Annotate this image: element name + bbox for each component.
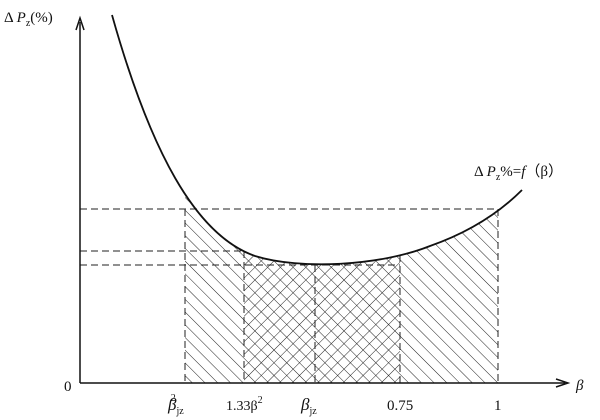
y-axis-label: Δ Pz(%)	[4, 10, 53, 29]
label-part: jz	[175, 406, 184, 417]
label-part: 2	[171, 393, 176, 404]
curve-label: Δ Pz%=f（β）	[474, 163, 563, 183]
cross-hatch-region	[244, 15, 400, 383]
x-tick-label: βjz	[300, 395, 317, 417]
label-part: jz	[308, 406, 317, 417]
label-part: f	[521, 164, 527, 180]
label-part: %=	[500, 164, 521, 180]
label-part: 2	[258, 395, 263, 406]
label-part: (%)	[30, 10, 53, 26]
label-part: z	[496, 172, 501, 183]
origin-label: 0	[64, 379, 72, 395]
axes	[75, 15, 571, 388]
x-tick-label: βjz 2	[167, 393, 184, 417]
label-part: P	[16, 10, 26, 26]
label-part: （β）	[525, 163, 563, 180]
label-part: Δ	[474, 164, 484, 180]
x-axis-label: β	[575, 378, 584, 394]
label-part: β	[167, 395, 177, 414]
label-part: z	[26, 18, 31, 29]
x-tick-label: 0.75	[387, 398, 413, 414]
x-tick-label: 1	[494, 398, 502, 414]
curve	[111, 14, 523, 266]
x-tick-label: 1.33β2	[226, 395, 263, 414]
label-part: 1.33β	[226, 399, 258, 414]
label-part: Δ	[4, 10, 14, 26]
hatched-areas	[185, 15, 498, 383]
label-part: β	[300, 395, 310, 414]
dashed-lines	[80, 208, 499, 383]
label-part: P	[486, 164, 496, 180]
